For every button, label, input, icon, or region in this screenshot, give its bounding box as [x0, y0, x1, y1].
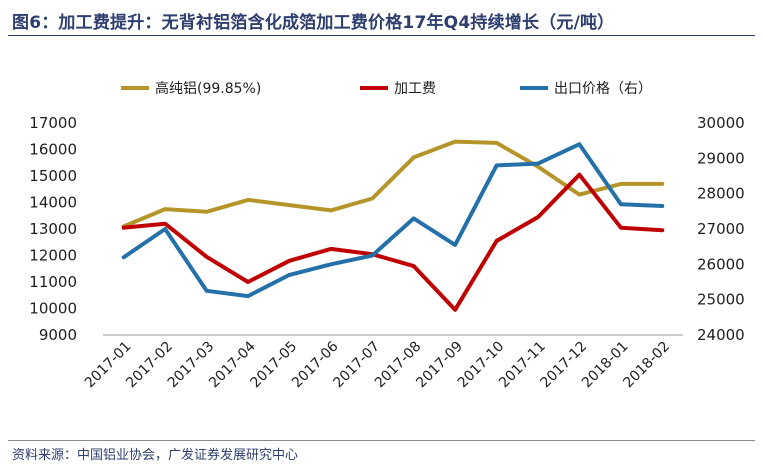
y-right-tick-label: 27000	[697, 220, 745, 238]
y-left-tick-label: 12000	[29, 247, 77, 265]
y-left-tick-label: 14000	[29, 194, 77, 212]
y-left-tick-label: 16000	[29, 141, 77, 159]
y-left-tick-label: 10000	[29, 300, 77, 318]
line-chart: 9000 10000 11000 12000 13000 14000 15000 16000 1…	[29, 80, 745, 392]
source-note: 资料来源：中国铝业协会，广发证券发展研究中心	[12, 448, 299, 463]
footer-divider	[8, 440, 755, 441]
chart-title: 图6：加工费提升：无背衬铝箔含化成箔加工费价格17年Q4持续增长（元/吨）	[12, 13, 615, 33]
y-right-tick-label: 29000	[697, 149, 745, 167]
y-right-tick-label: 28000	[697, 185, 745, 203]
y-left-tick-label: 9000	[39, 326, 77, 344]
y-left-tick-label: 11000	[29, 273, 77, 291]
y-left-tick-label: 15000	[29, 167, 77, 185]
title-bar: 图6：加工费提升：无背衬铝箔含化成箔加工费价格17年Q4持续增长（元/吨）	[0, 0, 763, 38]
legend-label-1: 高纯铝(99.85%)	[155, 80, 261, 97]
y-left-tick-label: 17000	[29, 114, 77, 132]
y-right-tick-label: 26000	[697, 255, 745, 273]
series-line-2	[121, 172, 665, 312]
legend-label-3: 出口价格（右）	[554, 81, 652, 97]
series-line-3	[121, 142, 665, 299]
title-divider	[8, 35, 755, 36]
y-right-tick-label: 25000	[697, 291, 745, 309]
series-line-1	[121, 139, 665, 229]
x-tick-label: 2018-02	[620, 339, 673, 392]
y-right-tick-label: 24000	[697, 326, 745, 344]
legend-label-2: 加工费	[394, 81, 436, 97]
y-right-tick-label: 30000	[697, 114, 745, 132]
y-left-tick-label: 13000	[29, 220, 77, 238]
